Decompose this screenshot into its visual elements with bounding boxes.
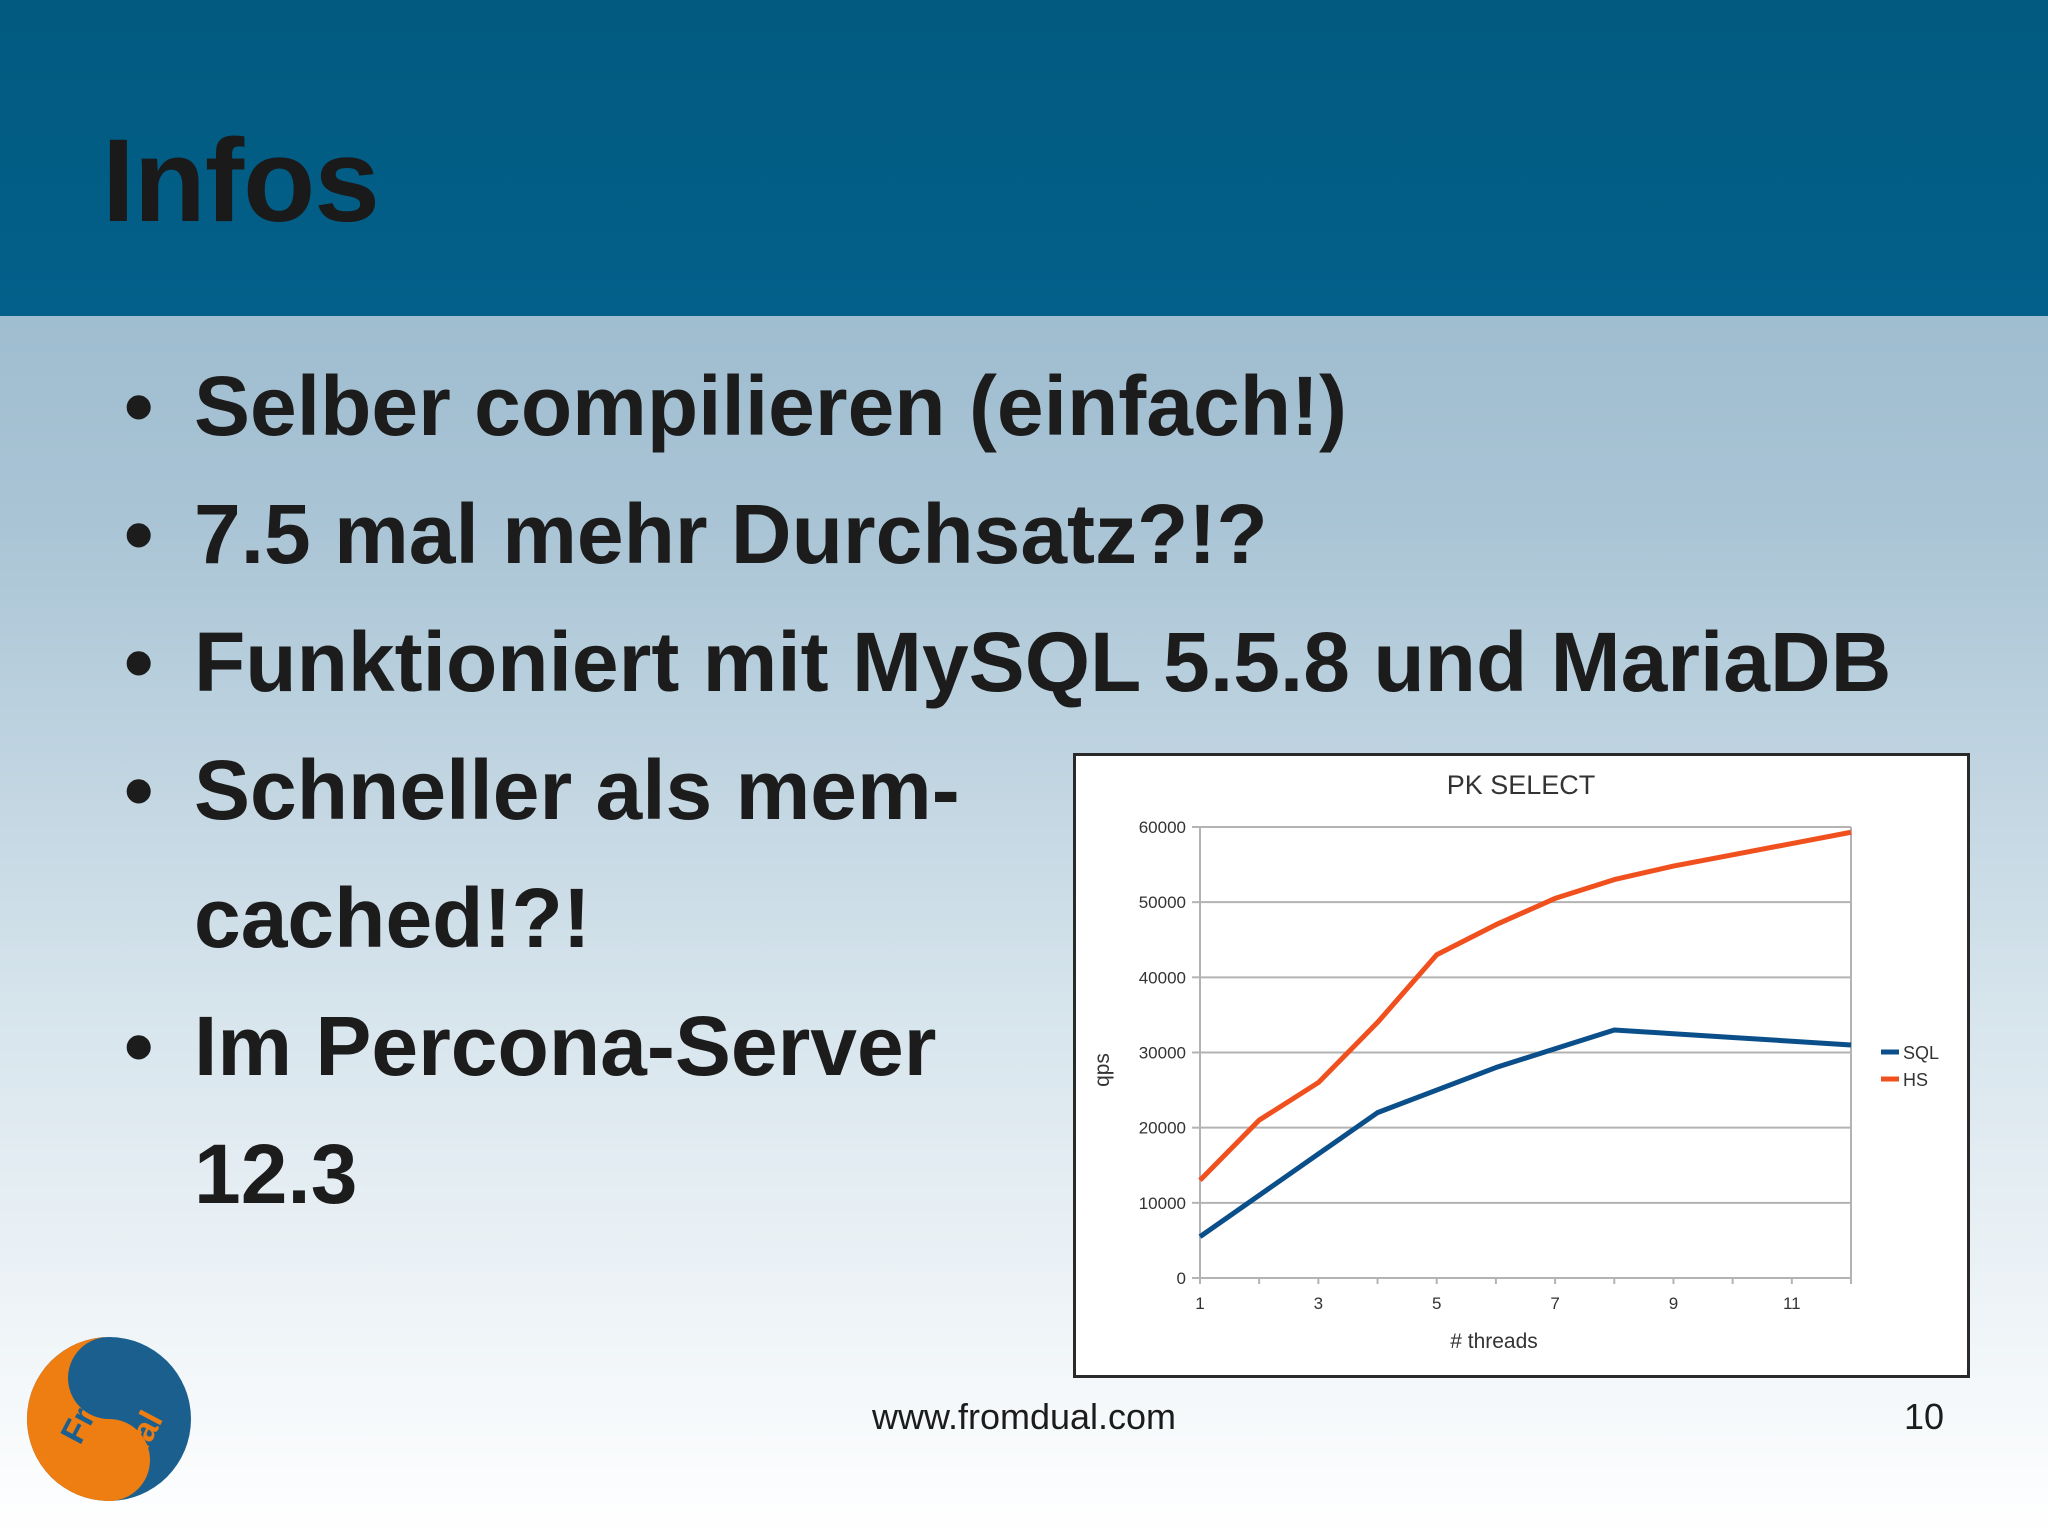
x-tick-label: 7 bbox=[1550, 1294, 1559, 1313]
y-tick-label: 40000 bbox=[1139, 968, 1186, 987]
legend-label-sql: SQL bbox=[1903, 1043, 1939, 1063]
bullet-dot: • bbox=[124, 359, 154, 453]
logo-yin bbox=[27, 1337, 150, 1501]
x-tick-label: 3 bbox=[1314, 1294, 1323, 1313]
bullet-dot: • bbox=[124, 487, 154, 581]
bullet-dot: • bbox=[124, 743, 154, 837]
title-bar: Infos bbox=[0, 0, 2048, 316]
footer-url[interactable]: www.fromdual.com bbox=[871, 1396, 1177, 1437]
y-axis-label: qps bbox=[1091, 1053, 1114, 1087]
chart-series bbox=[1198, 829, 1852, 1239]
slide-title: Infos bbox=[102, 115, 380, 247]
y-tick-label: 0 bbox=[1177, 1269, 1186, 1288]
bullet-text: 7.5 mal mehr Durchsatz?!? bbox=[194, 487, 1268, 581]
y-tick-label: 10000 bbox=[1139, 1194, 1186, 1213]
bullet-text: Im Percona-Server bbox=[194, 999, 937, 1093]
fromdual-logo: From Dual bbox=[27, 1337, 191, 1501]
chart-panel: PK SELECT 0 10000 20000 30000 40000 50000 6000… bbox=[1073, 753, 1970, 1378]
chart-legend: SQL HS bbox=[1881, 1043, 1939, 1090]
line-chart: PK SELECT 0 10000 20000 30000 40000 50000 6000… bbox=[1091, 770, 1939, 1353]
legend-label-hs: HS bbox=[1903, 1070, 1928, 1090]
bullet-text: Funktioniert mit MySQL 5.5.8 und MariaDB bbox=[194, 615, 1892, 709]
bullet-dot: • bbox=[124, 615, 154, 709]
series-line-sql bbox=[1198, 1027, 1852, 1239]
x-tick-label: 11 bbox=[1783, 1294, 1801, 1313]
x-tick-label: 5 bbox=[1432, 1294, 1441, 1313]
x-tick-label: 1 bbox=[1195, 1294, 1204, 1313]
series-line-hs bbox=[1198, 829, 1852, 1183]
bullet-continuation: 12.3 bbox=[194, 1127, 358, 1221]
x-tick-label: 9 bbox=[1669, 1294, 1678, 1313]
chart-title: PK SELECT bbox=[1447, 770, 1596, 800]
y-tick-label: 30000 bbox=[1139, 1044, 1186, 1063]
x-axis-label: # threads bbox=[1450, 1330, 1538, 1353]
y-tick-label: 20000 bbox=[1139, 1119, 1186, 1138]
page-number: 10 bbox=[1903, 1396, 1944, 1437]
bullet-text: Selber compilieren (einfach!) bbox=[194, 359, 1347, 453]
bullet-text: Schneller als mem- bbox=[194, 743, 960, 837]
bullet-continuation: cached!?! bbox=[194, 871, 591, 965]
chart-grid bbox=[1200, 826, 1851, 1279]
bullet-dot: • bbox=[124, 999, 154, 1093]
y-tick-label: 50000 bbox=[1139, 893, 1186, 912]
chart-ticks: 0 10000 20000 30000 40000 50000 60000 1 3 5 7 9 11 bbox=[1139, 818, 1852, 1313]
y-tick-label: 60000 bbox=[1139, 818, 1186, 837]
